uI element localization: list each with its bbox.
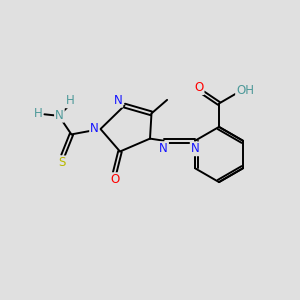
Text: O: O (194, 81, 203, 94)
Text: O: O (110, 173, 119, 186)
Text: H: H (33, 107, 42, 120)
Text: S: S (58, 156, 65, 170)
Text: N: N (90, 122, 99, 136)
Text: H: H (65, 94, 74, 107)
Text: OH: OH (236, 84, 254, 97)
Text: N: N (113, 94, 122, 107)
Text: N: N (55, 109, 64, 122)
Text: N: N (159, 142, 168, 155)
Text: N: N (191, 142, 200, 155)
